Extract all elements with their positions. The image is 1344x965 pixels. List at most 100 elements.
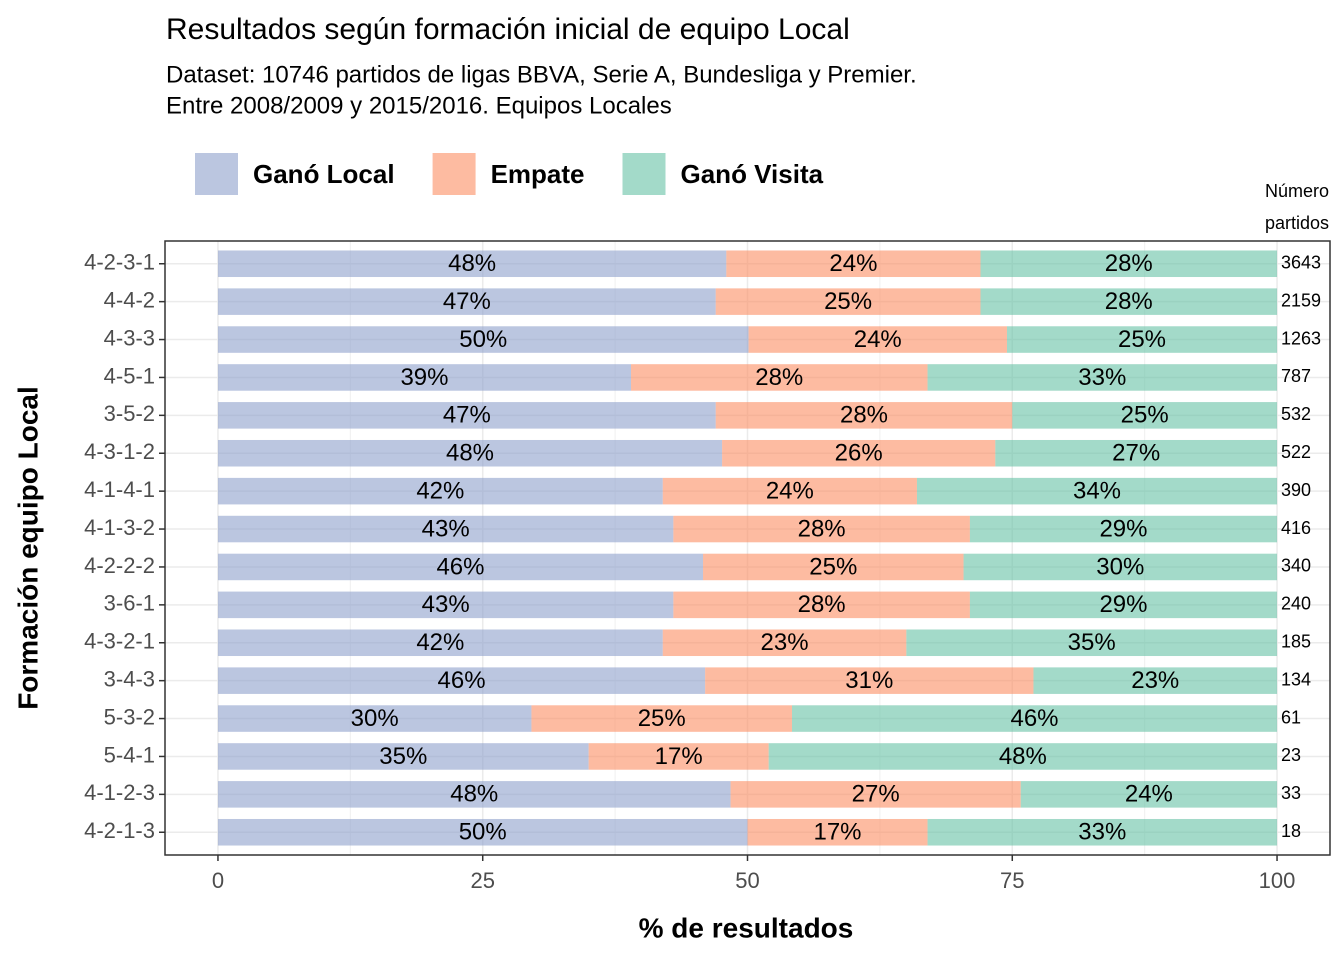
bar-segment: [673, 591, 970, 619]
count-label: 532: [1281, 404, 1311, 424]
bar-segment: [217, 553, 704, 581]
bar-segment: [730, 781, 1021, 808]
y-tick-label: 4-3-2-1: [84, 629, 155, 654]
bar-segment: [969, 591, 1278, 619]
value-label: 25%: [809, 553, 857, 580]
bar-segment: [531, 705, 792, 732]
subtitle: Entre 2008/2009 y 2015/2016. Equipos Loc…: [166, 92, 672, 119]
subtitle: Dataset: 10746 partidos de ligas BBVA, S…: [166, 61, 917, 88]
legend-swatch: [432, 153, 476, 195]
count-header: partidos: [1265, 213, 1329, 233]
x-axis-label: % de resultados: [639, 912, 854, 943]
y-tick-label: 4-2-3-1: [84, 250, 155, 275]
count-label: 2159: [1281, 290, 1321, 310]
value-label: 33%: [1078, 364, 1126, 391]
chart-title: Resultados según formación inicial de eq…: [166, 13, 850, 46]
value-label: 47%: [443, 402, 491, 429]
count-label: 1263: [1281, 328, 1321, 348]
value-label: 25%: [1118, 326, 1166, 353]
y-tick-label: 4-2-1-3: [84, 818, 155, 843]
bar-segment: [1033, 667, 1278, 694]
value-label: 43%: [422, 515, 470, 542]
value-label: 33%: [1078, 819, 1126, 846]
legend-swatch: [622, 153, 666, 195]
legend-label: Ganó Visita: [681, 159, 824, 189]
value-label: 46%: [1010, 705, 1058, 732]
count-label: 416: [1281, 518, 1311, 538]
value-label: 35%: [379, 743, 427, 770]
value-label: 48%: [446, 440, 494, 467]
count-label: 240: [1281, 594, 1311, 614]
bar-segment: [217, 326, 749, 353]
value-label: 24%: [1125, 781, 1173, 808]
bar-segment: [1020, 781, 1278, 808]
count-label: 134: [1281, 669, 1311, 689]
value-label: 30%: [351, 705, 399, 732]
count-label: 787: [1281, 366, 1311, 386]
count-label: 23: [1281, 745, 1301, 765]
count-label: 340: [1281, 556, 1311, 576]
value-label: 30%: [1096, 553, 1144, 580]
value-label: 17%: [813, 819, 861, 846]
value-label: 46%: [436, 553, 484, 580]
value-label: 24%: [766, 477, 814, 504]
value-label: 27%: [852, 781, 900, 808]
y-tick-label: 3-5-2: [104, 401, 155, 426]
count-label: 61: [1281, 707, 1301, 727]
value-label: 34%: [1073, 477, 1121, 504]
y-tick-label: 4-3-1-2: [84, 439, 155, 464]
bar-segment: [963, 553, 1278, 581]
value-label: 42%: [416, 629, 464, 656]
value-label: 25%: [1121, 402, 1169, 429]
value-label: 25%: [824, 288, 872, 315]
bar-segment: [980, 288, 1278, 315]
bar-segment: [217, 591, 674, 619]
value-label: 24%: [829, 250, 877, 277]
x-tick-label: 100: [1259, 868, 1296, 893]
x-tick-label: 75: [1000, 868, 1024, 893]
y-tick-label: 4-1-2-3: [84, 780, 155, 805]
bar-segment: [217, 364, 632, 391]
value-label: 28%: [840, 402, 888, 429]
bar-segment: [631, 364, 928, 391]
value-label: 48%: [448, 250, 496, 277]
count-label: 3643: [1281, 252, 1321, 272]
bar-segment: [927, 818, 1278, 846]
count-label: 33: [1281, 783, 1301, 803]
value-label: 23%: [761, 629, 809, 656]
panel-border: [164, 240, 1331, 856]
value-label: 26%: [835, 440, 883, 467]
value-label: 42%: [416, 477, 464, 504]
bar-segment: [588, 743, 769, 770]
y-axis-label: Formación equipo Local: [12, 386, 43, 710]
legend-swatch: [195, 153, 238, 195]
value-label: 28%: [1105, 250, 1153, 277]
value-label: 29%: [1099, 591, 1147, 618]
bar-segment: [217, 439, 723, 467]
bar-segment: [1012, 402, 1278, 429]
value-label: 39%: [400, 364, 448, 391]
bar-segment: [791, 705, 1278, 732]
y-tick-label: 5-4-1: [104, 742, 155, 767]
bar-segment: [217, 477, 663, 505]
bar-segment: [969, 515, 1278, 543]
x-tick-label: 25: [470, 868, 494, 893]
value-label: 46%: [438, 667, 486, 694]
bar-segment: [662, 629, 907, 657]
bar-segment: [217, 288, 716, 315]
value-label: 43%: [422, 591, 470, 618]
bar-segment: [217, 402, 716, 429]
bar-segment: [217, 743, 589, 770]
bar-segment: [217, 705, 532, 732]
y-tick-label: 4-4-2: [104, 287, 155, 312]
y-tick-label: 4-1-4-1: [84, 477, 155, 502]
y-tick-label: 5-3-2: [104, 704, 155, 729]
y-tick-label: 3-4-3: [104, 666, 155, 691]
bar-segment: [927, 364, 1278, 391]
count-label: 522: [1281, 442, 1311, 462]
value-label: 35%: [1068, 629, 1116, 656]
bar-segment: [715, 402, 1013, 429]
bar-segment: [703, 553, 964, 581]
legend-label: Ganó Local: [253, 159, 395, 189]
